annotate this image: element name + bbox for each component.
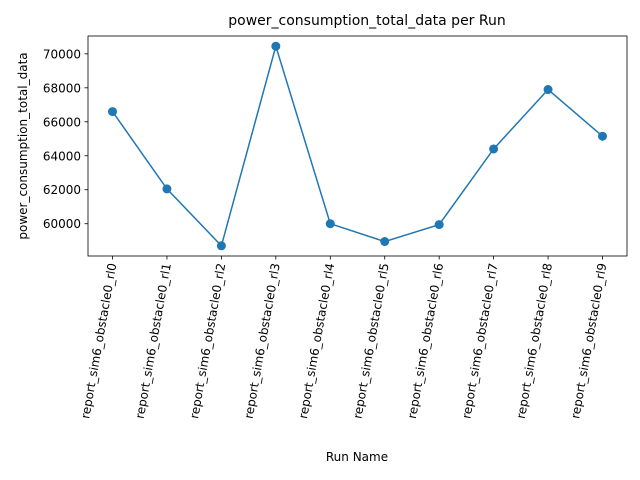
x-axis-label: Run Name xyxy=(326,450,388,464)
y-tick-label: 70000 xyxy=(43,47,81,61)
x-tick-label: report_sim6_obstacle0_rl8 xyxy=(514,262,555,420)
x-tick-label: report_sim6_obstacle0_rl3 xyxy=(242,262,283,420)
x-tick-label: report_sim6_obstacle0_rl7 xyxy=(459,262,500,420)
plot-area xyxy=(87,35,628,257)
data-point xyxy=(108,107,117,117)
x-tick-label: report_sim6_obstacle0_rl9 xyxy=(568,262,609,420)
x-tick-label: report_sim6_obstacle0_rl4 xyxy=(296,262,337,420)
y-tick-label: 66000 xyxy=(43,115,81,129)
y-axis-label: power_consumption_total_data xyxy=(16,52,30,239)
data-point xyxy=(216,241,226,251)
data-point xyxy=(543,85,553,95)
chart-title: power_consumption_total_data per Run xyxy=(228,13,505,29)
data-point xyxy=(380,237,390,247)
y-tick-label: 64000 xyxy=(43,149,81,163)
data-points xyxy=(108,41,607,251)
data-point xyxy=(271,41,281,51)
x-tick-label: report_sim6_obstacle0_rl1 xyxy=(133,262,174,420)
series-line xyxy=(111,43,603,248)
y-tick-label: 62000 xyxy=(43,183,81,197)
x-tick-label: report_sim6_obstacle0_rl0 xyxy=(78,262,119,420)
x-tick-label: report_sim6_obstacle0_rl6 xyxy=(405,262,446,420)
data-point xyxy=(325,219,335,229)
y-axis: 60000 62000 64000 66000 68000 70000 xyxy=(43,47,88,231)
x-tick-label: report_sim6_obstacle0_rl5 xyxy=(351,262,392,420)
x-axis: report_sim6_obstacle0_rl0 report_sim6_obs… xyxy=(78,256,609,420)
y-tick-label: 68000 xyxy=(43,81,81,95)
data-point xyxy=(598,131,607,141)
x-tick-label: report_sim6_obstacle0_rl2 xyxy=(187,262,228,420)
y-tick-label: 60000 xyxy=(43,217,81,231)
data-point xyxy=(162,184,172,194)
data-point xyxy=(434,220,444,230)
data-point xyxy=(489,144,499,154)
